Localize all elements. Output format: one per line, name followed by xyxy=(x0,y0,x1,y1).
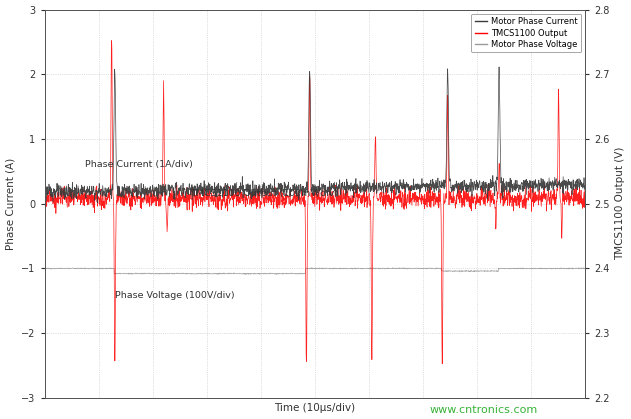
X-axis label: Time (10μs/div): Time (10μs/div) xyxy=(274,403,355,414)
Text: www.cntronics.com: www.cntronics.com xyxy=(429,405,538,415)
Y-axis label: TMCS1100 Output (V): TMCS1100 Output (V) xyxy=(615,147,625,261)
Legend: Motor Phase Current, TMCS1100 Output, Motor Phase Voltage: Motor Phase Current, TMCS1100 Output, Mo… xyxy=(471,14,581,52)
Text: Phase Current (1A/div): Phase Current (1A/div) xyxy=(85,160,193,169)
Y-axis label: Phase Current (A): Phase Current (A) xyxy=(6,158,16,250)
Text: Phase Voltage (100V/div): Phase Voltage (100V/div) xyxy=(115,290,235,300)
Text: TMCS1100 Output (100mV/div): TMCS1100 Output (100mV/div) xyxy=(191,189,339,198)
